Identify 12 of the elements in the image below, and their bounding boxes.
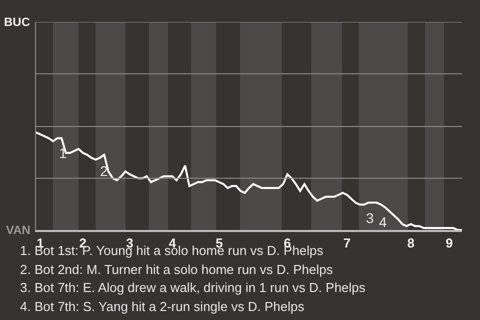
annotation: 1 <box>59 145 67 161</box>
annotation: 4 <box>379 214 387 230</box>
x-tick-label: 8 <box>407 236 414 251</box>
x-tick-label: 7 <box>343 236 351 251</box>
text: 3. Bot 7th: E. Alog drew a walk, driving in 1 run vs D. Phelps <box>20 280 366 295</box>
text: 4. Bot 7th: S. Yang hit a 2-run single vs D. Phelps <box>20 299 305 314</box>
x-tick-label: 9 <box>446 236 453 251</box>
text: VAN <box>6 223 30 237</box>
text: BUC <box>4 15 30 29</box>
annotation: 2 <box>100 163 108 179</box>
annotation: 3 <box>366 210 374 226</box>
text: 2. Bot 2nd: M. Turner hit a solo home run vs D. Phelps <box>20 262 334 277</box>
